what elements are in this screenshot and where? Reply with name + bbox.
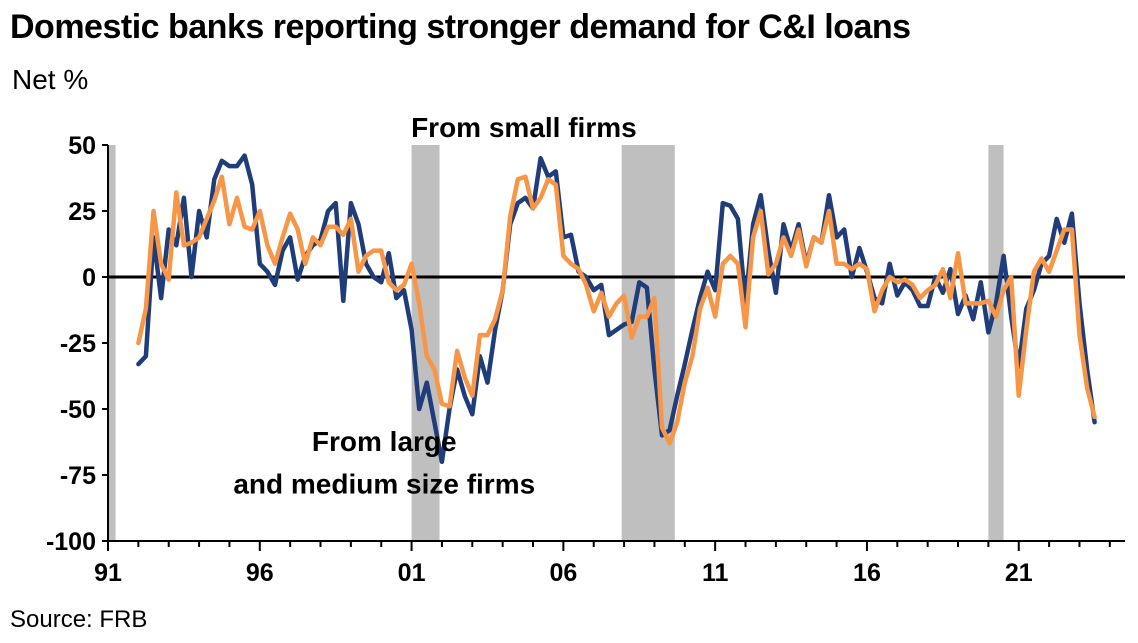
- source-note: Source: FRB: [10, 606, 148, 633]
- x-tick-label-0: 91: [94, 559, 122, 587]
- y-axis-unit-label: Net %: [12, 64, 89, 95]
- y-tick-label-2: 0: [82, 264, 96, 292]
- x-tick-label-5: 16: [853, 559, 881, 587]
- recession-band-3: [988, 145, 1004, 541]
- x-tick-label-6: 21: [1005, 559, 1033, 587]
- x-tick-label-2: 01: [398, 559, 426, 587]
- series-line-0: [136, 153, 1097, 465]
- annotation-1: From large: [312, 426, 457, 457]
- y-tick-label-6: -100: [46, 528, 96, 556]
- x-tick-label-4: 11: [702, 559, 729, 587]
- axes: [102, 144, 1125, 551]
- y-tick-label-5: -75: [60, 462, 96, 490]
- y-tick-label-0: 50: [68, 132, 96, 160]
- y-tick-label-1: 25: [68, 198, 96, 226]
- x-tick-label-3: 06: [549, 559, 577, 587]
- annotations: From small firms From large and medium siz…: [233, 112, 636, 499]
- y-tick-label-4: -50: [60, 396, 96, 424]
- annotation-0: From small firms: [411, 112, 637, 143]
- recession-band-0: [108, 145, 116, 541]
- annotation-2: and medium size firms: [233, 468, 535, 499]
- recession-bands: [108, 145, 1004, 541]
- recession-band-2: [621, 145, 675, 541]
- series-lines: [136, 153, 1097, 465]
- x-tick-labels: 91 96 01 06 11 16 21: [94, 559, 1033, 587]
- y-tick-label-3: -25: [60, 330, 96, 358]
- chart-title: Domestic banks reporting stronger demand…: [10, 8, 911, 46]
- series-line-1: [136, 174, 1097, 446]
- x-tick-label-1: 96: [246, 559, 274, 587]
- y-tick-labels: 50 25 0 -25 -50 -75 -100: [46, 132, 96, 556]
